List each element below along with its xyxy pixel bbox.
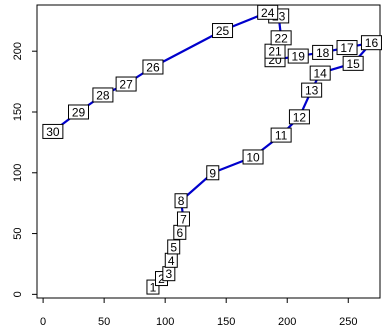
point-label-box (212, 23, 234, 39)
point-label: 11 (275, 129, 288, 143)
point-label-box (167, 239, 181, 255)
point-marker: 30 (42, 123, 64, 139)
point-label: 17 (340, 41, 354, 55)
point-marker: 26 (142, 59, 164, 75)
point-label: 6 (176, 226, 183, 240)
point-label: 15 (346, 57, 360, 71)
x-tick-label: 100 (156, 316, 174, 328)
point-label: 21 (268, 45, 282, 59)
point-label: 27 (119, 78, 133, 92)
point-label-box (288, 109, 310, 125)
point-labels: 12 34567891011121314151617181920212223242… (42, 4, 382, 295)
point-label-box (270, 30, 292, 46)
x-tick-label: 200 (278, 316, 296, 328)
point-marker: 5 (167, 239, 181, 255)
x-tick-label: 150 (217, 316, 235, 328)
point-label: 8 (178, 194, 185, 208)
point-marker: 15 (342, 55, 364, 71)
path-segment (151, 29, 224, 69)
point-label-box (115, 76, 137, 92)
point-marker: 14 (309, 65, 331, 81)
point-marker: 6 (173, 224, 187, 240)
point-marker: 12 (288, 109, 310, 125)
point-label: 9 (209, 166, 216, 180)
point-label-box (142, 59, 164, 75)
point-marker: 9 (206, 165, 220, 181)
point-label: 19 (292, 50, 306, 64)
y-tick-label: 150 (12, 103, 24, 121)
point-label-box (301, 82, 323, 98)
point-label-box (360, 35, 382, 51)
point-label: 18 (316, 46, 330, 60)
point-marker: 7 (176, 211, 190, 227)
point-label: 14 (314, 67, 328, 81)
point-label: 2 (158, 272, 165, 286)
point-label-box (206, 165, 220, 181)
point-label: 10 (246, 150, 260, 164)
point-marker: 22 (270, 30, 292, 46)
point-marker: 25 (212, 23, 234, 39)
point-label: 13 (305, 84, 319, 98)
point-label-box (242, 149, 264, 165)
point-marker: 11 (270, 127, 292, 143)
y-tick-label: 0 (12, 291, 24, 297)
y-tick-label: 50 (12, 227, 24, 239)
point-label-box (174, 193, 188, 209)
point-marker: 17 (336, 40, 358, 56)
point-label: 16 (365, 36, 379, 50)
y-tick-label: 200 (12, 42, 24, 60)
y-axis: 0 50 100 150 200 (12, 42, 37, 297)
point-marker: 4 (164, 252, 178, 268)
point-label: 26 (146, 61, 160, 75)
y-tick-label: 100 (12, 164, 24, 182)
point-label: 12 (293, 110, 307, 124)
point-label-box (287, 48, 309, 64)
point-label-box (42, 123, 64, 139)
point-label-box (312, 44, 334, 60)
point-marker: 19 (287, 48, 309, 64)
point-marker: 16 (360, 35, 382, 51)
point-label: 22 (274, 31, 288, 45)
point-label: 30 (46, 125, 60, 139)
point-label-box (68, 104, 90, 120)
x-tick-label: 250 (339, 316, 357, 328)
point-label: 25 (216, 24, 230, 38)
point-label-box (176, 211, 190, 227)
point-label-box (342, 55, 364, 71)
point-label: 24 (261, 6, 275, 20)
point-marker: 18 (312, 44, 334, 60)
point-label: 4 (168, 254, 175, 268)
point-label: 5 (170, 240, 177, 254)
point-label: 7 (180, 212, 187, 226)
point-marker: 28 (92, 87, 114, 103)
point-marker: 8 (174, 193, 188, 209)
point-label: 3 (165, 267, 172, 281)
point-label: 29 (72, 105, 86, 119)
point-label-box (257, 4, 279, 20)
point-marker: 21 (264, 43, 286, 59)
point-label-box (270, 127, 292, 143)
plot-frame (36, 4, 381, 299)
point-marker: 29 (68, 104, 90, 120)
point-marker: 13 (301, 82, 323, 98)
point-marker: 10 (242, 149, 264, 165)
x-tick-label: 50 (98, 316, 110, 328)
point-marker: 27 (115, 76, 137, 92)
x-axis: 0 50 100 150 200 250 (40, 298, 357, 328)
point-label: 28 (96, 88, 110, 102)
point-marker: 24 (257, 4, 279, 20)
point-marker: 3 (162, 266, 176, 282)
point-label-box (92, 87, 114, 103)
point-label: 1 (150, 281, 157, 295)
x-tick-label: 0 (40, 316, 46, 328)
point-label-box (336, 40, 358, 56)
point-label-box (309, 65, 331, 81)
